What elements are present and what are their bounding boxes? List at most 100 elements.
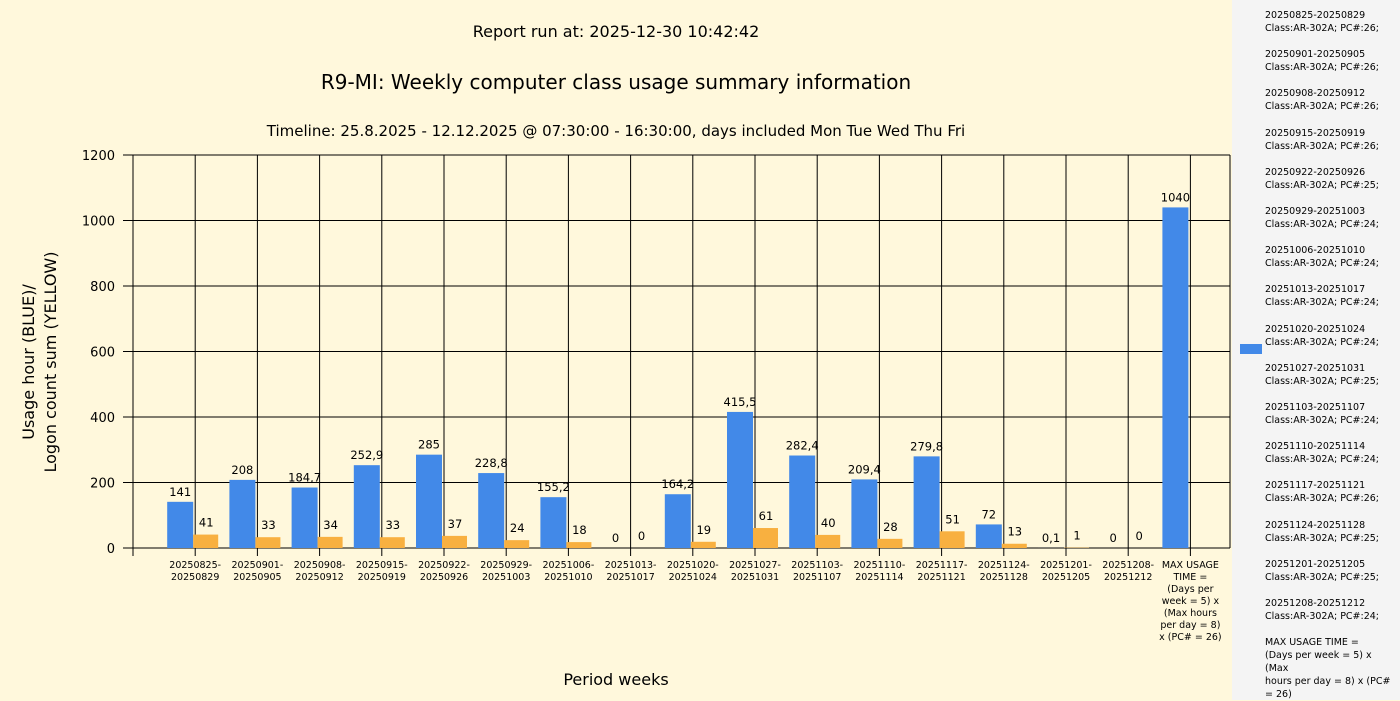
x-tick-label: 20251110-20251114 xyxy=(854,560,906,583)
legend-item: 20250825-20250829 Class:AR-302A; PC#:26; xyxy=(1265,9,1395,35)
legend-item: 20251006-20251010 Class:AR-302A; PC#:24; xyxy=(1265,244,1395,270)
bar-usage-hour xyxy=(292,488,318,548)
bar-logon-count xyxy=(1002,544,1027,548)
bar-logon-count xyxy=(815,535,840,548)
bar-usage-hour xyxy=(354,465,380,548)
legend-item: 20251013-20251017 Class:AR-302A; PC#:24; xyxy=(1265,283,1395,309)
bar-usage-hour xyxy=(1162,207,1188,548)
x-tick-label: 20250901-20250905 xyxy=(232,560,284,583)
data-label-usage: 415,5 xyxy=(724,395,757,409)
legend-item: 20250901-20250905 Class:AR-302A; PC#:26; xyxy=(1265,48,1395,74)
bar-usage-hour xyxy=(416,455,442,548)
data-label-logon: 0 xyxy=(1136,529,1143,543)
data-label-logon: 34 xyxy=(323,518,338,532)
bar-usage-hour xyxy=(167,502,193,548)
bar-usage-hour xyxy=(914,456,940,548)
data-label-logon: 40 xyxy=(821,516,836,530)
legend-item: MAX USAGE TIME = (Days per week = 5) x (… xyxy=(1265,636,1395,701)
bar-usage-hour xyxy=(851,479,877,548)
x-tick-label: 20251006-20251010 xyxy=(543,560,595,583)
data-label-logon: 37 xyxy=(448,517,463,531)
data-label-usage: 285 xyxy=(418,438,440,452)
y-tick-label: 200 xyxy=(90,477,115,492)
legend-item: 20250929-20251003 Class:AR-302A; PC#:24; xyxy=(1265,205,1395,231)
bar-usage-hour xyxy=(665,494,691,548)
x-tick-label: 20250929-20251003 xyxy=(480,560,532,583)
legend-item: 20251103-20251107 Class:AR-302A; PC#:24; xyxy=(1265,401,1395,427)
x-tick-label: 20251103-20251107 xyxy=(791,560,843,583)
bar-logon-count xyxy=(442,536,467,548)
data-label-logon: 33 xyxy=(385,518,400,532)
data-label-logon: 19 xyxy=(696,523,711,537)
data-label-logon: 1 xyxy=(1073,529,1080,543)
legend-item: 20251110-20251114 Class:AR-302A; PC#:24; xyxy=(1265,440,1395,466)
data-label-usage: 1040 xyxy=(1161,190,1190,204)
legend-item: 20251027-20251031 Class:AR-302A; PC#:25; xyxy=(1265,362,1395,388)
legend-item: 20251124-20251128 Class:AR-302A; PC#:25; xyxy=(1265,519,1395,545)
x-tick-label: 20251201-20251205 xyxy=(1040,560,1092,583)
y-tick-label: 0 xyxy=(107,542,115,557)
bar-logon-count xyxy=(318,537,343,548)
data-label-usage: 72 xyxy=(981,507,996,521)
x-tick-label: 20251020-20251024 xyxy=(667,560,719,583)
data-label-usage: 209,4 xyxy=(848,462,881,476)
legend-item: 20251208-20251212 Class:AR-302A; PC#:24; xyxy=(1265,597,1395,623)
bar-logon-count xyxy=(566,542,591,548)
bar-logon-count xyxy=(877,539,902,548)
data-label-usage: 208 xyxy=(231,463,253,477)
bar-logon-count xyxy=(255,537,280,548)
bar-usage-hour xyxy=(229,480,255,548)
bar-logon-count xyxy=(940,531,965,548)
bar-usage-hour xyxy=(540,497,566,548)
x-tick-label: 20250908-20250912 xyxy=(294,560,346,583)
data-label-logon: 33 xyxy=(261,518,276,532)
data-label-logon: 13 xyxy=(1007,525,1022,539)
x-tick-label: 20250915-20250919 xyxy=(356,560,408,583)
x-tick-label: 20251208-20251212 xyxy=(1102,560,1154,583)
bar-logon-count xyxy=(193,535,218,548)
y-tick-label: 1000 xyxy=(82,215,115,230)
data-label-logon: 18 xyxy=(572,523,587,537)
data-label-usage: 252,9 xyxy=(350,448,383,462)
y-tick-label: 400 xyxy=(90,411,115,426)
x-tick-label: 20251013-20251017 xyxy=(605,560,657,583)
x-tick-label: 20251124-20251128 xyxy=(978,560,1030,583)
x-tick-label: 20251117-20251121 xyxy=(916,560,968,583)
legend-item: 20251117-20251121 Class:AR-302A; PC#:26; xyxy=(1265,479,1395,505)
x-tick-label: 20251027-20251031 xyxy=(729,560,781,583)
x-tick-label: 20250922-20250926 xyxy=(418,560,470,583)
data-label-logon: 41 xyxy=(199,516,214,530)
bar-usage-hour xyxy=(976,524,1002,548)
data-label-logon: 24 xyxy=(510,521,525,535)
data-label-usage: 279,8 xyxy=(910,439,943,453)
y-tick-label: 600 xyxy=(90,346,115,361)
data-label-usage: 0 xyxy=(1110,531,1117,545)
data-label-logon: 0 xyxy=(638,529,645,543)
bar-chart: 02004006008001000120020250825-2025082914… xyxy=(0,0,1232,700)
data-label-usage: 155,2 xyxy=(537,480,570,494)
legend-item: 20251020-20251024 Class:AR-302A; PC#:24; xyxy=(1265,323,1395,349)
data-label-usage: 228,8 xyxy=(475,456,508,470)
bar-logon-count xyxy=(504,540,529,548)
legend-item: 20250915-20250919 Class:AR-302A; PC#:26; xyxy=(1265,127,1395,153)
data-label-logon: 51 xyxy=(945,512,960,526)
legend-swatch-blue xyxy=(1240,344,1262,354)
bar-usage-hour xyxy=(727,412,753,548)
bar-logon-count xyxy=(380,537,405,548)
y-tick-label: 800 xyxy=(90,280,115,295)
bar-logon-count xyxy=(691,542,716,548)
data-label-logon: 61 xyxy=(759,509,774,523)
data-label-usage: 141 xyxy=(169,485,191,499)
data-label-usage: 0,1 xyxy=(1042,531,1060,545)
legend-item: 20250922-20250926 Class:AR-302A; PC#:25; xyxy=(1265,166,1395,192)
data-label-logon: 28 xyxy=(883,520,898,534)
legend: 20250825-20250829 Class:AR-302A; PC#:26;… xyxy=(1232,0,1400,700)
data-label-usage: 164,2 xyxy=(661,477,694,491)
data-label-usage: 184,7 xyxy=(288,471,321,485)
bar-usage-hour xyxy=(478,473,504,548)
bar-logon-count xyxy=(753,528,778,548)
legend-item: 20251201-20251205 Class:AR-302A; PC#:25; xyxy=(1265,558,1395,584)
x-tick-label: 20250825-20250829 xyxy=(169,560,221,583)
y-tick-label: 1200 xyxy=(82,149,115,164)
